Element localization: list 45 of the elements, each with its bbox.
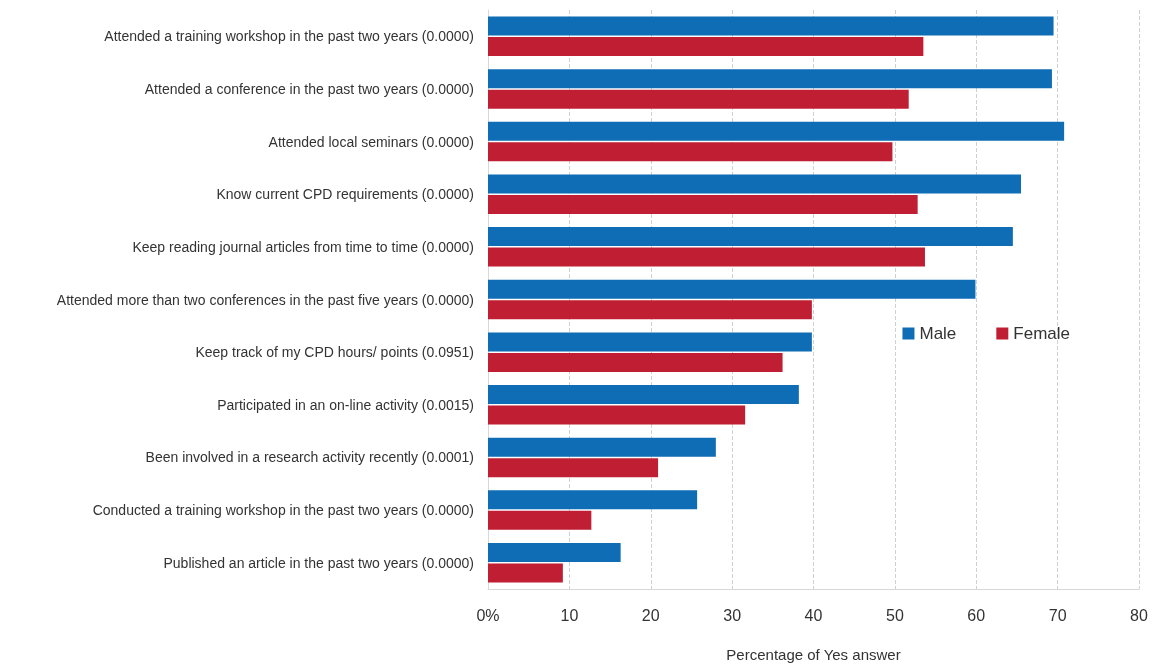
bar [488,37,924,57]
x-tick-label: 80 [1130,606,1148,624]
legend-label: Male [919,324,957,343]
bar [488,352,783,372]
x-tick-label: 30 [723,606,742,624]
bar [488,510,592,530]
x-tick-label: 70 [1048,606,1067,624]
x-tick-label: 50 [885,606,904,624]
bar [488,142,893,162]
bar [488,194,918,214]
bar [488,300,812,320]
y-tick-label: Published an article in the past two years (0.0000) [163,554,474,571]
bar [488,247,925,267]
y-tick-label: Been involved in a research activity recently (0.0001) [145,449,474,466]
x-tick-label: 20 [641,606,660,624]
x-tick-label: 0% [476,606,500,624]
x-axis-title: Percentage of Yes answer [726,646,901,663]
x-tick-label: 40 [804,606,823,624]
y-tick-label: Attended local seminars (0.0000) [268,133,474,150]
legend-label: Female [1013,324,1070,343]
y-tick-label: Know current CPD requirements (0.0000) [216,186,474,203]
y-tick-label: Attended a training workshop in the past two years (0.0000) [104,28,474,45]
y-tick-label: Conducted a training workshop in the past two years (0.0000) [92,502,474,519]
bar [488,16,1054,36]
bar [488,121,1065,141]
y-tick-label: Keep track of my CPD hours/ points (0.0951) [195,344,474,361]
y-tick-label: Keep reading journal articles from time to time (0.0000) [132,238,474,255]
y-tick-label: Participated in an on-line activity (0.0015) [217,396,474,413]
bar [488,279,976,299]
y-tick-label: Attended more than two conferences in the past five years (0.0000) [56,291,474,308]
bar [488,563,563,583]
x-tick-label: 60 [967,606,986,624]
bar [488,405,746,425]
bar [488,385,799,405]
bar [488,458,659,478]
bar [488,89,909,109]
bar [488,490,698,510]
bar [488,437,716,457]
bar [488,174,1022,194]
bar [488,69,1052,89]
x-tick-label: 10 [560,606,579,624]
bar [488,332,812,352]
bar [488,542,621,562]
bar [488,227,1013,247]
y-tick-label: Attended a conference in the past two years (0.0000) [144,80,474,97]
